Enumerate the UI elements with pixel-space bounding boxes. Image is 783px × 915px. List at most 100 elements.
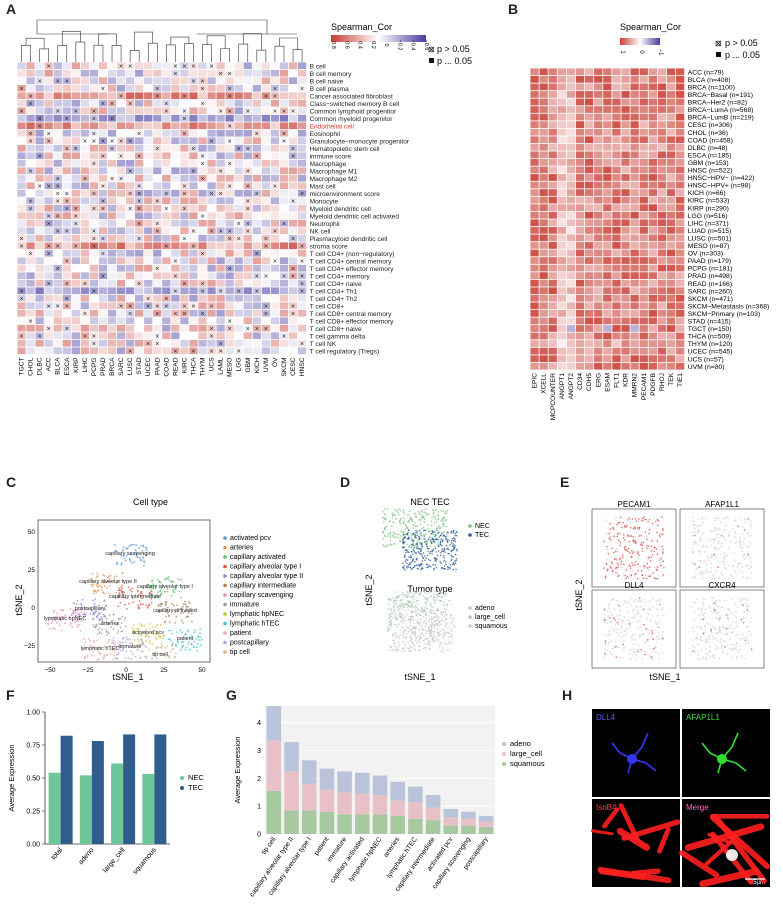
heatmap-cell bbox=[45, 77, 53, 84]
cell-point bbox=[113, 655, 115, 657]
heatmap-cell bbox=[594, 212, 602, 219]
cell-point bbox=[157, 579, 159, 581]
feature-point bbox=[744, 529, 746, 531]
cell-point bbox=[103, 658, 105, 660]
heatmap-cell bbox=[640, 348, 648, 355]
heatmap-cell bbox=[558, 114, 566, 121]
cell-point bbox=[113, 640, 115, 642]
heatmap-cell bbox=[271, 152, 279, 159]
heatmap-cell bbox=[280, 145, 288, 152]
heatmap-cell bbox=[576, 174, 584, 181]
feature-point bbox=[634, 615, 636, 617]
feature-point bbox=[718, 540, 720, 542]
cell-point bbox=[139, 557, 141, 559]
large-cell-point bbox=[392, 602, 394, 604]
heatmap-cell bbox=[540, 197, 548, 204]
large-cell-point bbox=[421, 591, 423, 593]
nonsig-mark: × bbox=[164, 101, 168, 108]
heatmap-cell bbox=[658, 318, 666, 325]
feature-point bbox=[658, 600, 660, 602]
heatmap-cell bbox=[667, 189, 675, 196]
nec-point bbox=[403, 509, 405, 511]
cell-point bbox=[185, 649, 187, 651]
heatmap-cell bbox=[171, 295, 179, 302]
nonsig-mark: × bbox=[191, 303, 195, 310]
heatmap-cell bbox=[45, 107, 53, 114]
large-cell-point bbox=[406, 614, 408, 616]
heatmap-cell bbox=[289, 332, 297, 339]
heatmap-cell bbox=[667, 355, 675, 362]
heatmap-cell bbox=[180, 212, 188, 219]
adeno-point bbox=[439, 625, 441, 627]
cell-point bbox=[148, 605, 150, 607]
feature-point bbox=[621, 533, 623, 535]
feature-point bbox=[653, 577, 655, 579]
feature-point bbox=[619, 559, 621, 561]
adeno-point bbox=[417, 597, 419, 599]
heatmap-cell bbox=[17, 212, 25, 219]
nonsig-mark: × bbox=[200, 176, 204, 183]
heatmap-cell bbox=[244, 332, 252, 339]
heatmap-cell bbox=[72, 160, 80, 167]
heatmap-cell bbox=[207, 212, 215, 219]
heatmap-cell bbox=[540, 174, 548, 181]
feature-point bbox=[711, 539, 713, 541]
feature-point bbox=[699, 571, 701, 573]
adeno-point bbox=[425, 629, 427, 631]
feature-point bbox=[661, 546, 663, 548]
heatmap-cell bbox=[280, 325, 288, 332]
heatmap-cell bbox=[289, 227, 297, 234]
heatmap-cell bbox=[631, 272, 639, 279]
heatmap-cell bbox=[45, 317, 53, 324]
feature-point bbox=[730, 575, 732, 577]
heatmap-cell bbox=[207, 280, 215, 287]
feature-point bbox=[631, 598, 633, 600]
heatmap-cell bbox=[649, 99, 657, 106]
adeno-point bbox=[440, 651, 442, 653]
feature-point bbox=[701, 539, 703, 541]
heatmap-cell bbox=[612, 318, 620, 325]
cell-point bbox=[141, 624, 143, 626]
heatmap-cell bbox=[235, 122, 243, 129]
tec-point bbox=[422, 555, 424, 557]
feature-point bbox=[609, 536, 611, 538]
feature-point bbox=[626, 577, 628, 579]
tec-point bbox=[425, 530, 427, 532]
nec-point bbox=[446, 534, 448, 536]
large-cell-point bbox=[439, 620, 441, 622]
heatmap-cell bbox=[235, 152, 243, 159]
heatmap-cell bbox=[162, 310, 170, 317]
heatmap-cell bbox=[135, 122, 143, 129]
cell-point bbox=[96, 572, 98, 574]
nonsig-mark: × bbox=[282, 221, 286, 228]
tec-point bbox=[441, 550, 443, 552]
squamous-point bbox=[418, 621, 420, 623]
heatmap-cell bbox=[189, 265, 197, 272]
cell-point bbox=[148, 649, 150, 651]
heatmap-cell bbox=[280, 242, 288, 249]
heatmap-cell bbox=[162, 85, 170, 92]
cell-point bbox=[175, 653, 177, 655]
tec-point bbox=[404, 556, 406, 558]
feature-point bbox=[648, 629, 650, 631]
heatmap-cell bbox=[235, 340, 243, 347]
heatmap-cell bbox=[36, 302, 44, 309]
nec-point bbox=[430, 529, 432, 531]
heatmap-cell bbox=[81, 107, 89, 114]
nonsig-mark: × bbox=[200, 281, 204, 288]
heatmap-cell bbox=[558, 144, 566, 151]
heatmap-cell bbox=[217, 235, 225, 242]
feature-point bbox=[610, 566, 612, 568]
squamous-point bbox=[411, 612, 413, 614]
heatmap-cell bbox=[621, 68, 629, 75]
heatmap-cell bbox=[676, 76, 684, 83]
heatmap-cell bbox=[603, 197, 611, 204]
heatmap-cell bbox=[99, 325, 107, 332]
nec-point bbox=[417, 545, 419, 547]
tec-point bbox=[404, 569, 406, 571]
feature-point bbox=[620, 563, 622, 565]
heatmap-cell bbox=[117, 115, 125, 122]
tec-point bbox=[411, 539, 413, 541]
nonsig-mark: × bbox=[137, 221, 141, 228]
